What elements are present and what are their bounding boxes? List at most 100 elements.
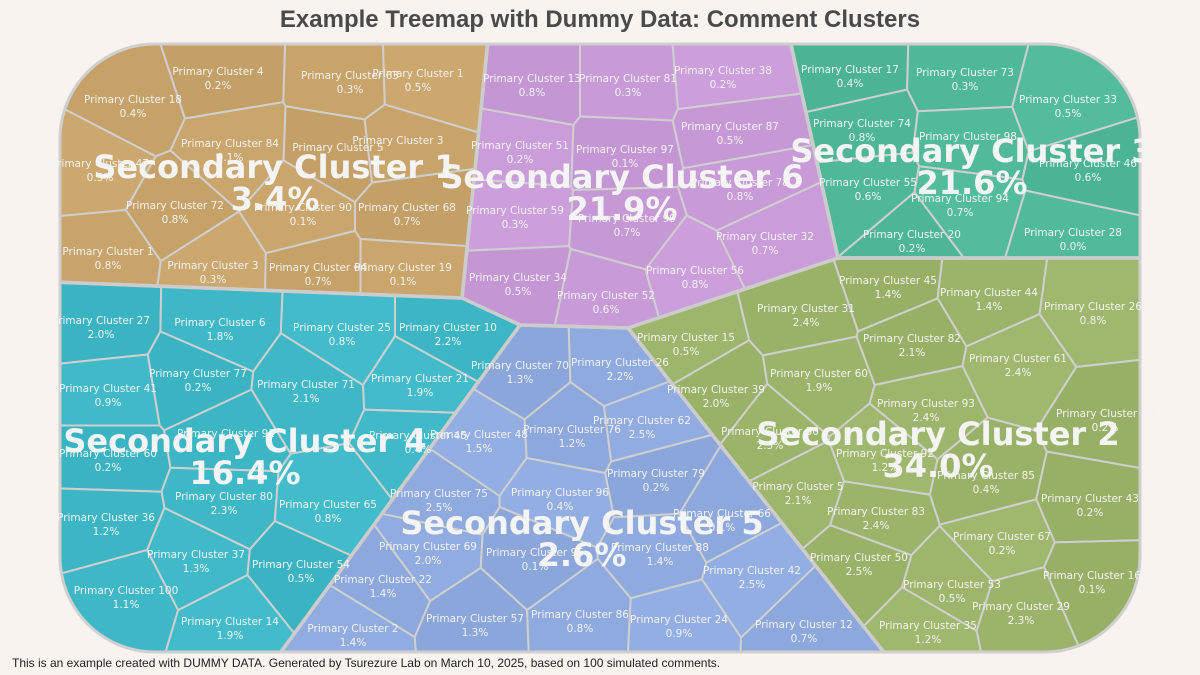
cluster-name: Primary Cluster 52 [557,290,655,302]
cluster-label: Primary Cluster 97 0.1% [576,144,674,170]
cluster-share: 0.9% [95,397,122,409]
cluster-label: Primary Cluster 77 0.2% [149,368,247,394]
cluster-share: 0.7% [947,207,974,219]
cluster-share: 0.2% [95,462,122,474]
cluster-label: Primary Cluster 48 1.5% [430,429,528,455]
cluster-name: Primary Cluster 56 [646,265,744,277]
cluster-label: Primary Cluster 62 2.5% [593,415,691,441]
cluster-name: Primary Cluster 50 [810,552,908,564]
cluster-share: 0.1% [709,522,736,534]
cluster-share: 1.9% [217,630,244,642]
cluster-name: Primary Cluster 75 [390,488,488,500]
cluster-name: Primary Cluster 72 [126,200,224,212]
cluster-name: Primary Cluster 90 [254,202,352,214]
cluster-label: Primary Cluster 22 1.4% [334,574,432,600]
cluster-label: Primary Cluster 4 0.2% [172,66,264,92]
cluster-label: Primary Cluster 60 0.2% [59,448,157,474]
cluster-name: Primary Cluster 61 [969,353,1067,365]
cluster-name: Primary Cluster 1 [372,68,463,80]
cluster-share: 0.8% [315,513,342,525]
cluster-name: Primary Cluster 14 [181,616,279,628]
cluster-name: Primary Cluster 96 [511,487,609,499]
cluster-name: Primary Cluster 1 [62,246,153,258]
cluster-name: Primary Cluster 65 [279,499,377,511]
cluster-label: Primary Cluster 93 2.4% [877,398,975,424]
cluster-name: Primary Cluster 86 [531,609,629,621]
cluster-share: 0.2% [205,80,232,92]
cluster-name: Primary Cluster 63 [301,70,399,82]
cluster-name: Primary Cluster 88 [611,542,709,554]
cluster-label: Primary Cluster 91 [177,428,275,440]
cluster-name: Primary Cluster 4 [172,66,264,78]
cluster-share: 0.8% [162,214,189,226]
cluster-share: 1.4% [370,588,397,600]
cluster-share: 0.3% [200,274,227,286]
cluster-label: Primary Cluster 39 2.0% [667,384,765,410]
cluster-share: 2.5% [846,566,873,578]
cluster-share: 2.4% [863,520,890,532]
cluster-label: Primary Cluster 27 2.0% [52,315,150,341]
group-share: 21.6% [916,164,1027,202]
cluster-share: 0.9% [666,628,693,640]
cluster-cell [161,573,296,652]
cluster-label: Primary Cluster 10 2.2% [399,322,497,348]
group-share: 16.4% [189,454,300,492]
cluster-share: 0.6% [1075,172,1102,184]
cluster-label: Primary Cluster 72 0.8% [126,200,224,226]
cluster-name: Primary Cluster 5 [292,142,383,154]
group-label: Secondary Cluster 2 34.0% [756,415,1119,485]
group-label: Secondary Cluster 5 2.6% [400,504,763,574]
cluster-label: Primary Cluster 99 0.7% [578,213,676,239]
cluster-cell [862,586,984,652]
cluster-name: Primary Cluster 59 [466,205,564,217]
cluster-share: 2.5% [757,440,784,452]
cluster-label: Primary Cluster 71 2.1% [257,379,355,405]
cluster-share: 2.4% [913,412,940,424]
cluster-label: Primary Cluster 5 2.1% [752,481,843,507]
cluster-label: Primary Cluster 12 0.7% [755,619,853,645]
cluster-label: Primary Cluster 47 0.5% [51,158,149,184]
group-label: Secondary Cluster 4 16.4% [63,422,426,492]
cluster-name: Primary Cluster 17 [801,64,899,76]
group-name: Secondary Cluster 6 [440,158,803,196]
cluster-name: Primary Cluster 25 [293,322,391,334]
cluster-name: Primary Cluster 22 [334,574,432,586]
group-border [787,44,1140,260]
cluster-name: Primary Cluster 74 [813,118,911,130]
cluster-name: Primary Cluster 66 [673,508,771,520]
cluster-share: 2.4% [1005,367,1032,379]
cluster-share: 0.5% [405,82,432,94]
cluster-share: 1.3% [183,563,210,575]
group-label: Secondary Cluster 3 21.6% [790,132,1153,202]
cluster-share: 2.5% [426,502,453,514]
cluster-share: 2.2% [607,371,634,383]
cluster-share: 1.2% [93,526,120,538]
cluster-label: Primary Cluster 18 0.4% [84,94,182,120]
cluster-name: Primary Cluster 16 [1043,570,1141,582]
cluster-share: 2.5% [629,429,656,441]
cluster-share: 1.4% [875,289,902,301]
cluster-share: 1.3% [462,627,489,639]
cluster-share: 0.2% [185,382,212,394]
cluster-label: Primary Cluster 54 0.5% [252,559,350,585]
cluster-name: Primary Cluster 26 [1044,301,1142,313]
cluster-label: Primary Cluster 88 1.4% [611,542,709,568]
cluster-share: 0.8% [519,87,546,99]
cluster-name: Primary Cluster 79 [607,468,705,480]
footer-note: This is an example created with DUMMY DA… [12,656,721,670]
cluster-share: 0.7% [305,276,332,288]
cluster-share: 0.1% [390,276,417,288]
cluster-share: 0.8% [682,279,709,291]
cluster-name: Primary Cluster 57 [426,613,524,625]
cluster-share: 0.8% [1080,315,1107,327]
group-share: 34.0% [882,447,993,485]
group-share: 21.9% [566,190,677,228]
cluster-label: Primary Cluster 33 0.5% [1019,94,1117,120]
cluster-name: Primary Cluster 92 [836,448,934,460]
cluster-name: Primary Cluster 60 [59,448,157,460]
cluster-label: Primary Cluster 57 1.3% [426,613,524,639]
cluster-name: Primary Cluster 83 [827,506,925,518]
cluster-name: Primary Cluster 15 [637,332,735,344]
cluster-share: 0.1% [217,152,244,164]
